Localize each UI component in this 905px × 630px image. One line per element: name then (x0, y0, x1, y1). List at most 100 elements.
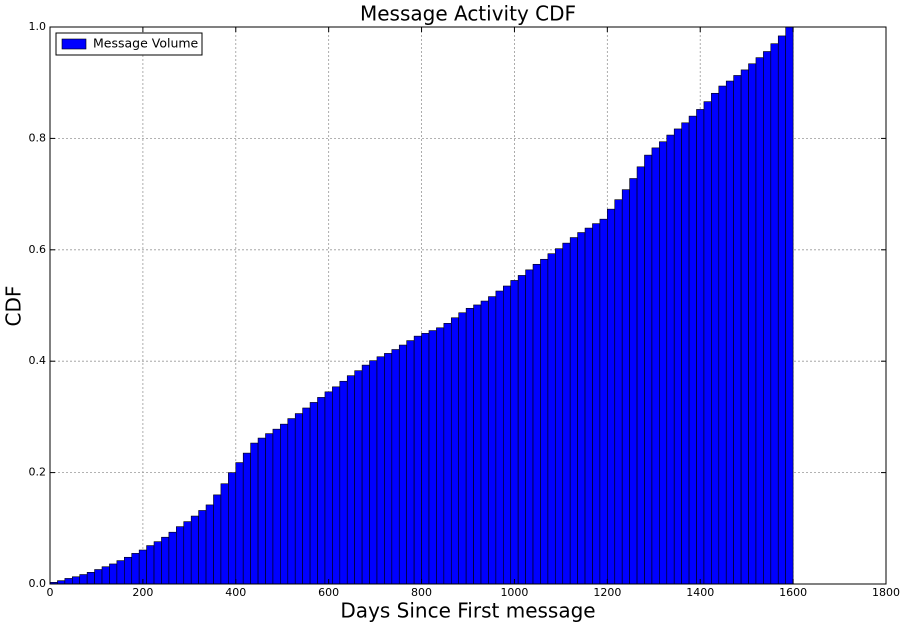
bar (525, 269, 534, 585)
bar (577, 232, 586, 585)
bar (436, 327, 445, 585)
bar (94, 569, 103, 585)
bar (228, 472, 237, 585)
bar (495, 290, 504, 585)
bar (584, 227, 593, 585)
y-axis-label: CDF (2, 286, 26, 327)
bar (265, 433, 274, 585)
bar (131, 553, 140, 585)
bar (317, 397, 326, 585)
bar (621, 189, 630, 585)
bar (369, 360, 378, 585)
bar (450, 317, 460, 585)
bar (755, 57, 764, 585)
bar (302, 407, 311, 585)
y-tick-label: 0.6 (29, 243, 47, 256)
bar (711, 92, 720, 585)
bar (205, 504, 214, 585)
bar (777, 35, 786, 585)
x-tick-label: 200 (132, 586, 153, 599)
bar (324, 391, 333, 585)
bar (183, 521, 192, 585)
bar (696, 109, 705, 585)
y-tick-label: 0.0 (29, 577, 47, 590)
bar (161, 536, 170, 585)
bar (361, 364, 370, 585)
bar (651, 147, 660, 585)
bar (733, 75, 742, 585)
bar (666, 134, 675, 585)
x-tick-label: 800 (411, 586, 432, 599)
bar (510, 280, 519, 585)
x-axis-label: Days Since First message (340, 599, 595, 623)
bar (465, 307, 474, 585)
bar (242, 452, 251, 585)
bar (673, 128, 682, 585)
x-tick-label: 1400 (686, 586, 714, 599)
bar (688, 115, 697, 585)
bar (681, 122, 690, 585)
x-tick-label: 1600 (779, 586, 807, 599)
x-tick-label: 400 (225, 586, 246, 599)
bar (592, 223, 601, 585)
y-tick-label: 0.4 (29, 354, 47, 367)
x-tick-label: 0 (47, 586, 54, 599)
bar (198, 510, 207, 585)
bar (250, 442, 259, 585)
bar (272, 428, 281, 585)
bar (644, 154, 653, 585)
bar (190, 515, 199, 585)
y-tick-label: 0.2 (29, 466, 47, 479)
x-tick-label: 1000 (500, 586, 528, 599)
bar (517, 275, 526, 585)
bar (280, 423, 289, 585)
bar (748, 63, 757, 585)
legend-label: Message Volume (93, 36, 199, 51)
bar (413, 335, 422, 585)
bar (406, 340, 415, 585)
bar (703, 101, 712, 585)
bar (547, 253, 556, 585)
bar (659, 141, 668, 585)
bar (599, 218, 608, 585)
bar (376, 356, 385, 585)
bar (607, 208, 616, 585)
bar (176, 526, 185, 585)
bar (168, 531, 177, 585)
bar (540, 258, 549, 585)
bar (79, 574, 88, 585)
bar (384, 353, 393, 585)
bar (421, 333, 430, 585)
bar (458, 312, 467, 585)
bar (443, 323, 452, 585)
bar (332, 386, 341, 585)
x-tick-label: 600 (318, 586, 339, 599)
bar (562, 242, 571, 585)
bar (614, 199, 623, 585)
chart-title: Message Activity CDF (360, 2, 576, 26)
bar (339, 380, 348, 585)
bar (785, 26, 794, 585)
legend-box (55, 32, 203, 56)
bar (86, 572, 95, 585)
bar (555, 248, 564, 585)
bar (138, 549, 147, 585)
bar (294, 413, 303, 585)
bar (428, 330, 437, 585)
bar (153, 541, 162, 585)
bar (770, 43, 779, 585)
bar (64, 578, 73, 585)
bar (101, 566, 110, 585)
bar (109, 563, 118, 585)
bar (287, 418, 296, 585)
bar (740, 69, 749, 585)
bar (220, 483, 229, 585)
bar (480, 300, 489, 585)
bar (398, 344, 407, 585)
bar (725, 80, 734, 585)
bar (57, 580, 66, 585)
bar (116, 560, 125, 585)
x-tick-label: 1800 (872, 586, 900, 599)
bar (718, 85, 727, 585)
